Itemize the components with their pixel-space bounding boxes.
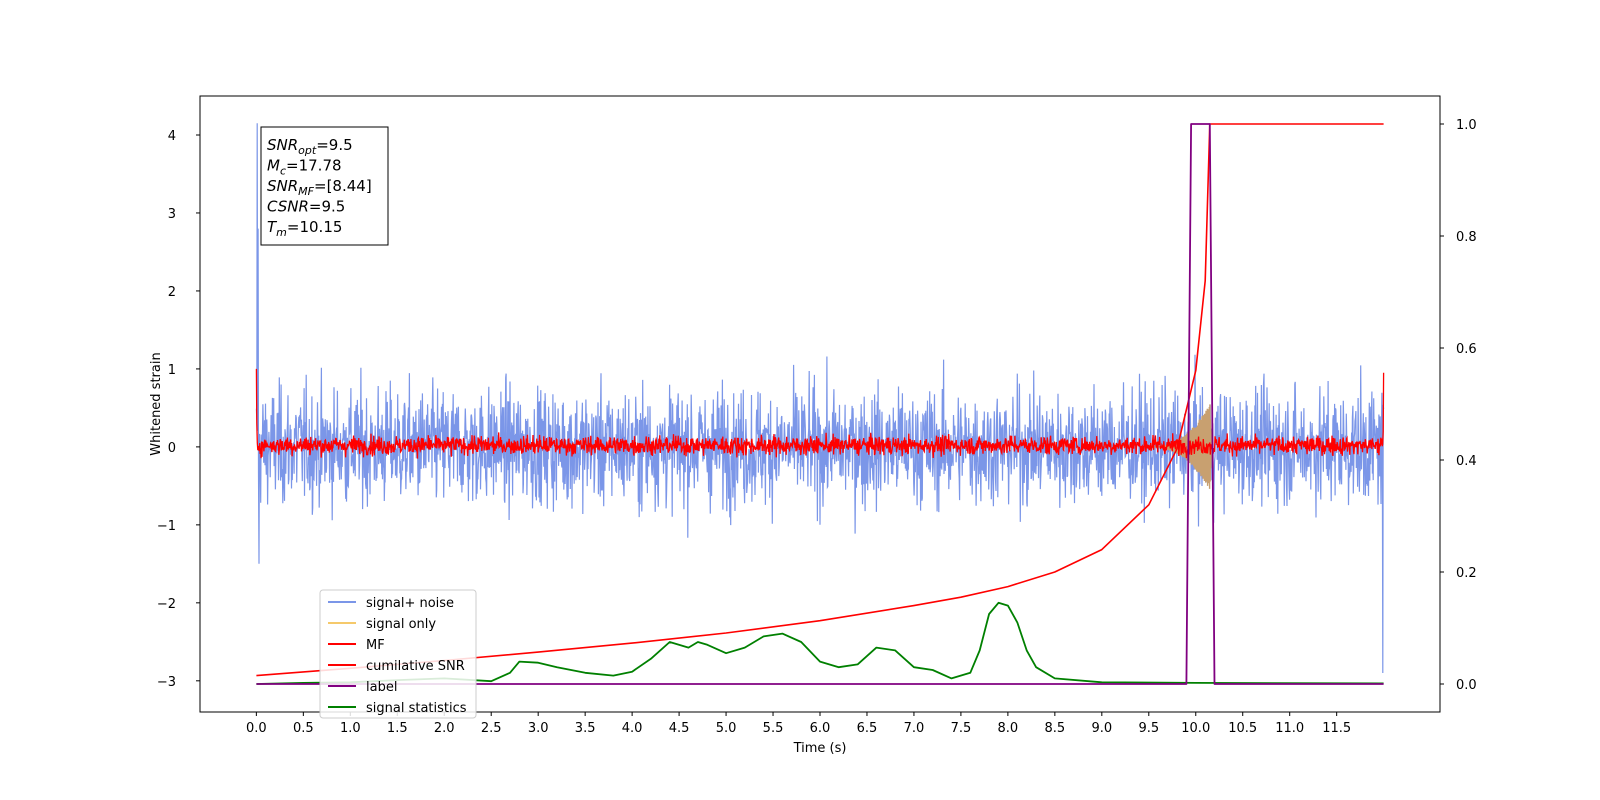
legend-label: cumilative SNR xyxy=(366,659,465,674)
y-tick-label: −3 xyxy=(157,675,176,690)
y2-tick-label: 0.4 xyxy=(1456,454,1477,469)
x-tick-label: 9.0 xyxy=(1091,721,1112,736)
info-line-value: =17.78 xyxy=(286,157,342,175)
y-tick-label: 2 xyxy=(168,285,176,300)
info-line: SNRMF=[8.44] xyxy=(267,177,372,198)
x-tick-label: 7.0 xyxy=(904,721,925,736)
x-tick-label: 11.0 xyxy=(1275,721,1304,736)
info-line: SNRopt=9.5 xyxy=(267,136,353,157)
info-box-frame xyxy=(260,126,389,246)
legend-label: label xyxy=(366,680,397,695)
x-tick-label: 6.0 xyxy=(810,721,831,736)
series-signal-statistics xyxy=(256,601,1384,685)
x-tick-label: 1.5 xyxy=(387,721,408,736)
x-tick-label: 2.5 xyxy=(481,721,502,736)
legend: signal+ noise signal only MF cumilative SNR… xyxy=(319,589,477,719)
x-tick-label: 10.5 xyxy=(1228,721,1257,736)
info-line-value: =[8.44] xyxy=(314,177,372,195)
y-axis-label: Whitened strain xyxy=(149,352,164,455)
x-axis-label: Time (s) xyxy=(793,741,847,756)
y-tick-label: −2 xyxy=(157,597,176,612)
x-tick-label: 9.5 xyxy=(1138,721,1159,736)
x-tick-label: 8.5 xyxy=(1045,721,1066,736)
x-tick-label: 11.5 xyxy=(1322,721,1351,736)
info-line: CSNR=9.5 xyxy=(267,198,345,216)
info-box: SNRopt=9.5Mc=17.78SNRMF=[8.44]CSNR=9.5Tm… xyxy=(260,126,389,246)
info-line-symbol: T xyxy=(267,218,278,236)
x-tick-label: 3.5 xyxy=(575,721,596,736)
y-tick-label: −1 xyxy=(157,519,176,534)
info-line-symbol: SNR xyxy=(267,177,298,195)
info-line: Mc=17.78 xyxy=(267,157,342,178)
info-line: Tm=10.15 xyxy=(267,218,342,239)
info-line-subscript: MF xyxy=(298,185,314,198)
y-tick-label: 3 xyxy=(168,207,176,222)
data-layer xyxy=(255,123,1385,685)
info-line-subscript: m xyxy=(276,226,287,239)
x-tick-label: 2.0 xyxy=(434,721,455,736)
x-tick-label: 4.5 xyxy=(669,721,690,736)
series-label xyxy=(256,123,1384,685)
y-axis-left: −3 −2 −1 0 1 2 3 4 xyxy=(157,129,200,690)
y2-tick-label: 0.8 xyxy=(1456,230,1477,245)
x-tick-label: 5.0 xyxy=(716,721,737,736)
y-axis-right: 0.0 0.2 0.4 0.6 0.8 1.0 xyxy=(1440,118,1477,693)
y-tick-label: 0 xyxy=(168,441,176,456)
series-cumulative-snr xyxy=(256,123,1384,677)
info-line-value: =9.5 xyxy=(316,136,352,154)
info-line-symbol: CSNR xyxy=(267,198,309,216)
x-tick-label: 6.5 xyxy=(857,721,878,736)
legend-label: signal statistics xyxy=(366,701,467,716)
y-tick-label: 1 xyxy=(168,363,176,378)
info-line-subscript: c xyxy=(280,165,286,178)
x-tick-label: 10.0 xyxy=(1181,721,1210,736)
y2-tick-label: 0.2 xyxy=(1456,566,1477,581)
info-line-value: =9.5 xyxy=(309,198,345,216)
y2-tick-label: 0.6 xyxy=(1456,342,1477,357)
x-tick-label: 5.5 xyxy=(763,721,784,736)
x-tick-label: 8.0 xyxy=(998,721,1019,736)
y-tick-label: 4 xyxy=(168,129,176,144)
x-tick-label: 0.0 xyxy=(246,721,267,736)
x-tick-label: 4.0 xyxy=(622,721,643,736)
x-tick-label: 3.0 xyxy=(528,721,549,736)
legend-label: MF xyxy=(366,638,385,653)
info-line-symbol: M xyxy=(267,157,280,175)
legend-frame xyxy=(319,589,477,719)
y2-tick-label: 1.0 xyxy=(1456,118,1477,133)
x-tick-label: 1.0 xyxy=(340,721,361,736)
info-line-symbol: SNR xyxy=(267,136,298,154)
info-line-subscript: opt xyxy=(298,144,317,157)
legend-label: signal only xyxy=(366,617,436,632)
x-tick-label: 0.5 xyxy=(293,721,314,736)
info-line-value: =10.15 xyxy=(287,218,343,236)
x-tick-label: 7.5 xyxy=(951,721,972,736)
legend-label: signal+ noise xyxy=(366,596,454,611)
y2-tick-label: 0.0 xyxy=(1456,678,1477,693)
series-mf xyxy=(255,368,1385,459)
x-axis: 0.0 0.5 1.0 1.5 2.0 2.5 3.0 3.5 4.0 4.5 5.0 5.5 6.0 6… xyxy=(246,712,1351,736)
